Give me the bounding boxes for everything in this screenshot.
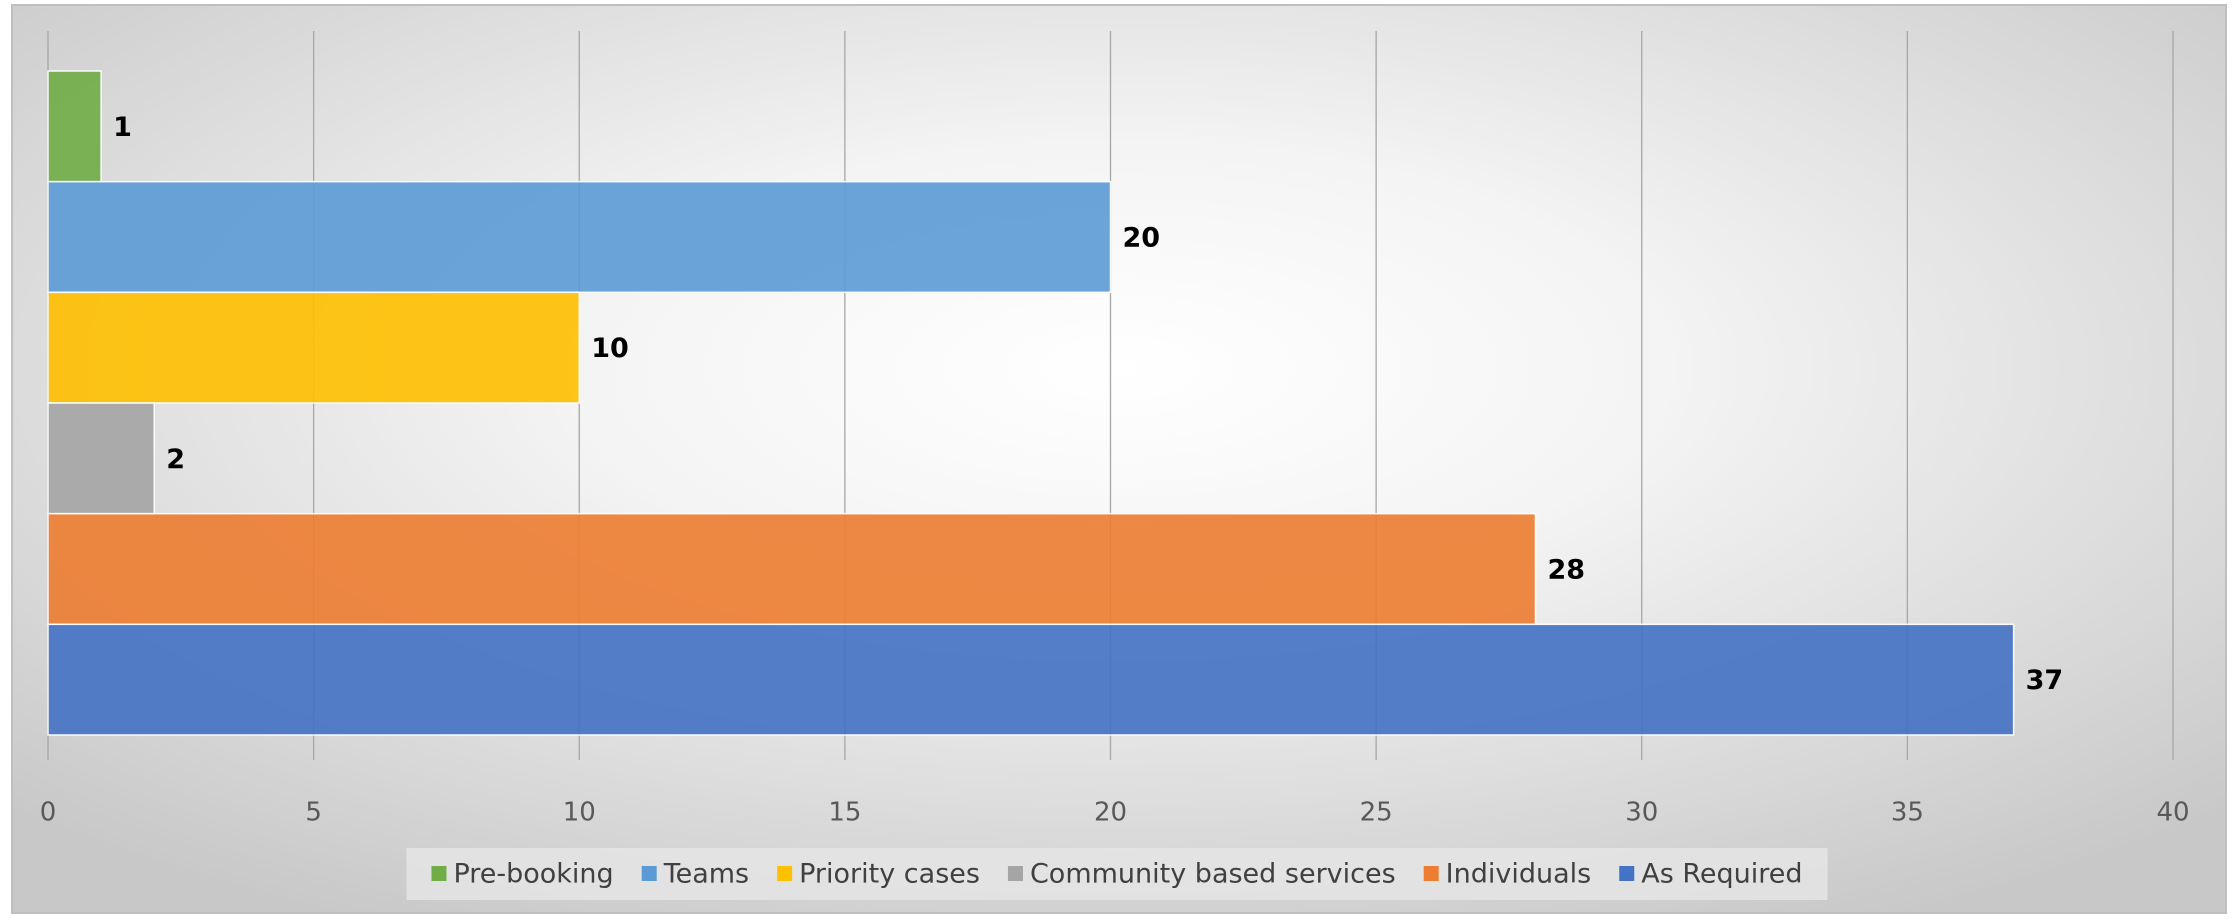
legend: Pre-booking Teams Priority cases Community …	[431, 859, 1803, 890]
legend-label: As Required	[1641, 859, 1802, 890]
data-label: 2	[166, 444, 185, 475]
x-tick-label: 15	[828, 798, 861, 828]
data-label: 1	[113, 112, 132, 143]
data-label: 20	[1123, 223, 1161, 254]
x-tick-label: 20	[1094, 798, 1127, 828]
legend-label: Pre-booking	[453, 859, 613, 890]
data-label: 28	[1548, 555, 1586, 586]
x-tick-label: 25	[1360, 798, 1393, 828]
bars: 1 20 10 2 28 37	[47, 70, 2064, 736]
x-tick-label: 5	[305, 798, 322, 828]
chart-area	[11, 4, 2227, 914]
x-tick-label: 0	[40, 798, 57, 828]
legend-swatch	[1619, 866, 1635, 881]
legend-label: Individuals	[1446, 859, 1592, 890]
legend-label: Community based services	[1030, 859, 1396, 890]
bar	[47, 623, 2015, 736]
legend-swatch	[1423, 866, 1439, 881]
legend-swatch	[431, 866, 447, 881]
x-tick-label: 10	[563, 798, 596, 828]
bar	[47, 180, 1112, 294]
x-tick-label: 35	[1891, 798, 1924, 828]
bar	[47, 512, 1537, 626]
legend-swatch	[1007, 866, 1023, 881]
bar	[47, 402, 155, 515]
x-tick-label: 40	[2156, 798, 2189, 828]
bar	[47, 291, 580, 404]
legend-swatch	[777, 866, 793, 881]
grid: 0 5 10 15 20 25 30 35 40	[40, 31, 2190, 828]
legend-swatch	[641, 866, 657, 881]
legend-label: Teams	[663, 859, 749, 890]
x-tick-label: 30	[1625, 798, 1658, 828]
data-label: 10	[591, 333, 629, 364]
data-label: 37	[2026, 665, 2064, 696]
legend-label: Priority cases	[799, 859, 980, 890]
bar	[47, 70, 102, 183]
